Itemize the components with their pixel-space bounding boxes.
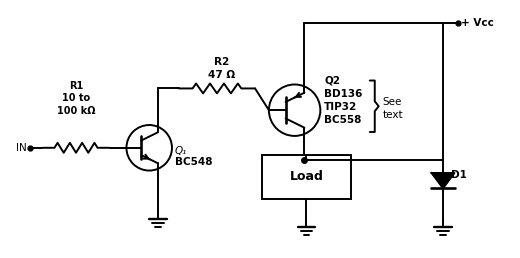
Text: Q₁: Q₁ [175, 146, 187, 156]
Text: IN: IN [16, 143, 27, 153]
Text: See
text: See text [383, 97, 404, 120]
Polygon shape [432, 173, 454, 188]
Text: R2
47 Ω: R2 47 Ω [209, 58, 236, 80]
Text: Q2
BD136
TIP32
BC558: Q2 BD136 TIP32 BC558 [324, 76, 362, 125]
Text: Load: Load [290, 171, 323, 183]
Text: + Vcc: + Vcc [461, 18, 493, 28]
Text: D1: D1 [451, 171, 467, 181]
Text: BC548: BC548 [175, 157, 213, 167]
Bar [262, 155, 351, 199]
Text: R1
10 to
100 kΩ: R1 10 to 100 kΩ [57, 81, 95, 116]
